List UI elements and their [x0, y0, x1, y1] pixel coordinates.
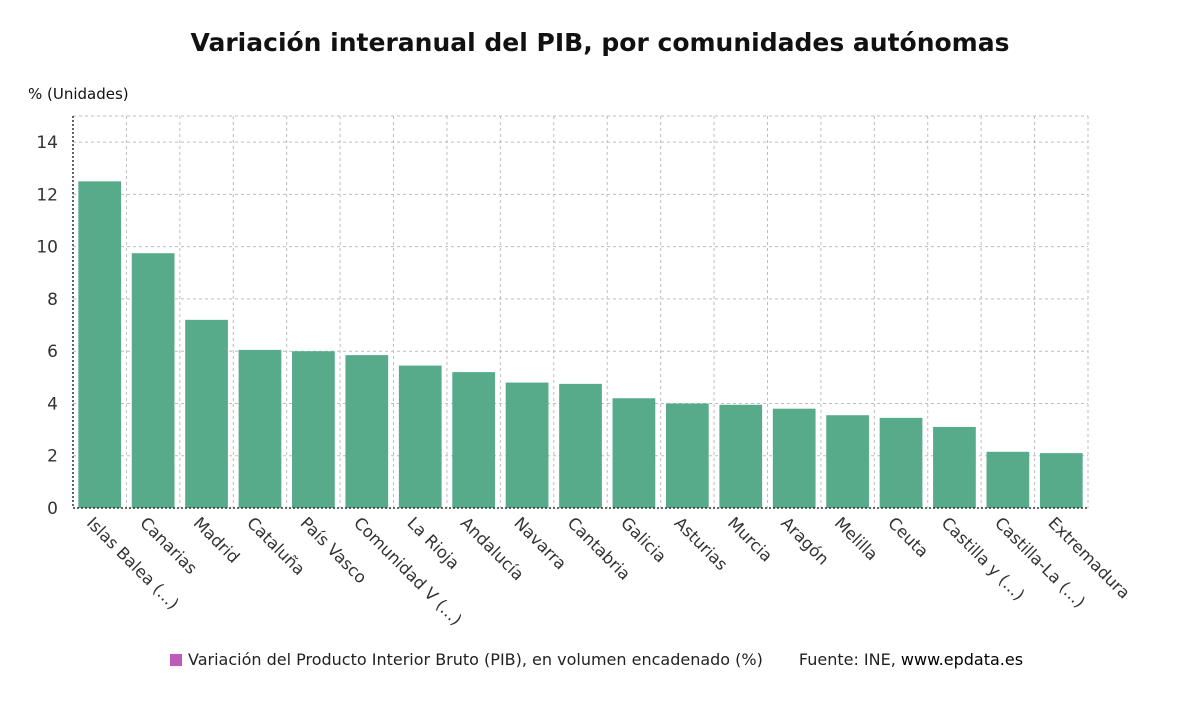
bar	[185, 319, 228, 508]
bar	[452, 372, 496, 508]
bar	[986, 451, 1030, 508]
bar	[612, 398, 656, 508]
x-tick-label: Murcia	[724, 513, 776, 565]
y-tick-label: 0	[47, 499, 58, 519]
bar	[772, 408, 816, 508]
source-link[interactable]: www.epdata.es	[900, 650, 1024, 669]
y-tick-label: 14	[36, 133, 58, 153]
y-axis-unit-label: % (Unidades)	[28, 85, 129, 103]
source-label: Fuente: INE, www.epdata.es	[799, 650, 1023, 669]
y-tick-label: 4	[47, 394, 58, 414]
bar	[292, 351, 335, 508]
axes	[72, 116, 1088, 509]
source-prefix: Fuente: INE,	[798, 650, 901, 669]
x-tick-label: Aragón	[777, 513, 832, 568]
y-tick-label: 12	[36, 185, 58, 205]
bar	[559, 383, 602, 508]
x-tick-label: Castilla-La (...)	[991, 513, 1089, 611]
chart-title: Variación interanual del PIB, por comuni…	[190, 28, 1010, 57]
bar	[398, 365, 442, 508]
bar	[665, 403, 709, 508]
y-tick-label: 6	[47, 342, 58, 362]
bar	[505, 382, 549, 508]
bar	[78, 181, 122, 509]
x-tick-label: Ceuta	[884, 513, 932, 561]
bar	[719, 404, 763, 508]
y-tick-label: 10	[36, 238, 58, 258]
legend-swatch-icon	[170, 653, 182, 666]
y-tick-label: 2	[47, 447, 58, 467]
bar-chart: 0 2 4 6 8 10 12 14 Islas Balea (...)CanariasMad…	[36, 115, 1134, 629]
x-tick-label: Asturias	[671, 513, 732, 574]
y-tick-labels: 0 2 4 6 8 10 12 14	[36, 133, 58, 519]
x-tick-label: Melilla	[831, 513, 882, 564]
bar	[826, 415, 869, 508]
bars	[78, 181, 1083, 509]
bar	[238, 349, 282, 508]
bar	[1039, 453, 1083, 508]
bar	[879, 417, 923, 508]
x-tick-label: Madrid	[190, 513, 244, 567]
bar	[933, 426, 976, 508]
legend-label: Variación del Producto Interior Bruto (P…	[188, 650, 763, 669]
legend: Variación del Producto Interior Bruto (P…	[170, 650, 1023, 669]
y-tick-label: 8	[47, 290, 58, 310]
x-tick-label: Galicia	[617, 513, 670, 566]
x-tick-label: Islas Balea (...)	[83, 513, 183, 613]
bar	[131, 253, 175, 508]
bar	[345, 355, 389, 508]
